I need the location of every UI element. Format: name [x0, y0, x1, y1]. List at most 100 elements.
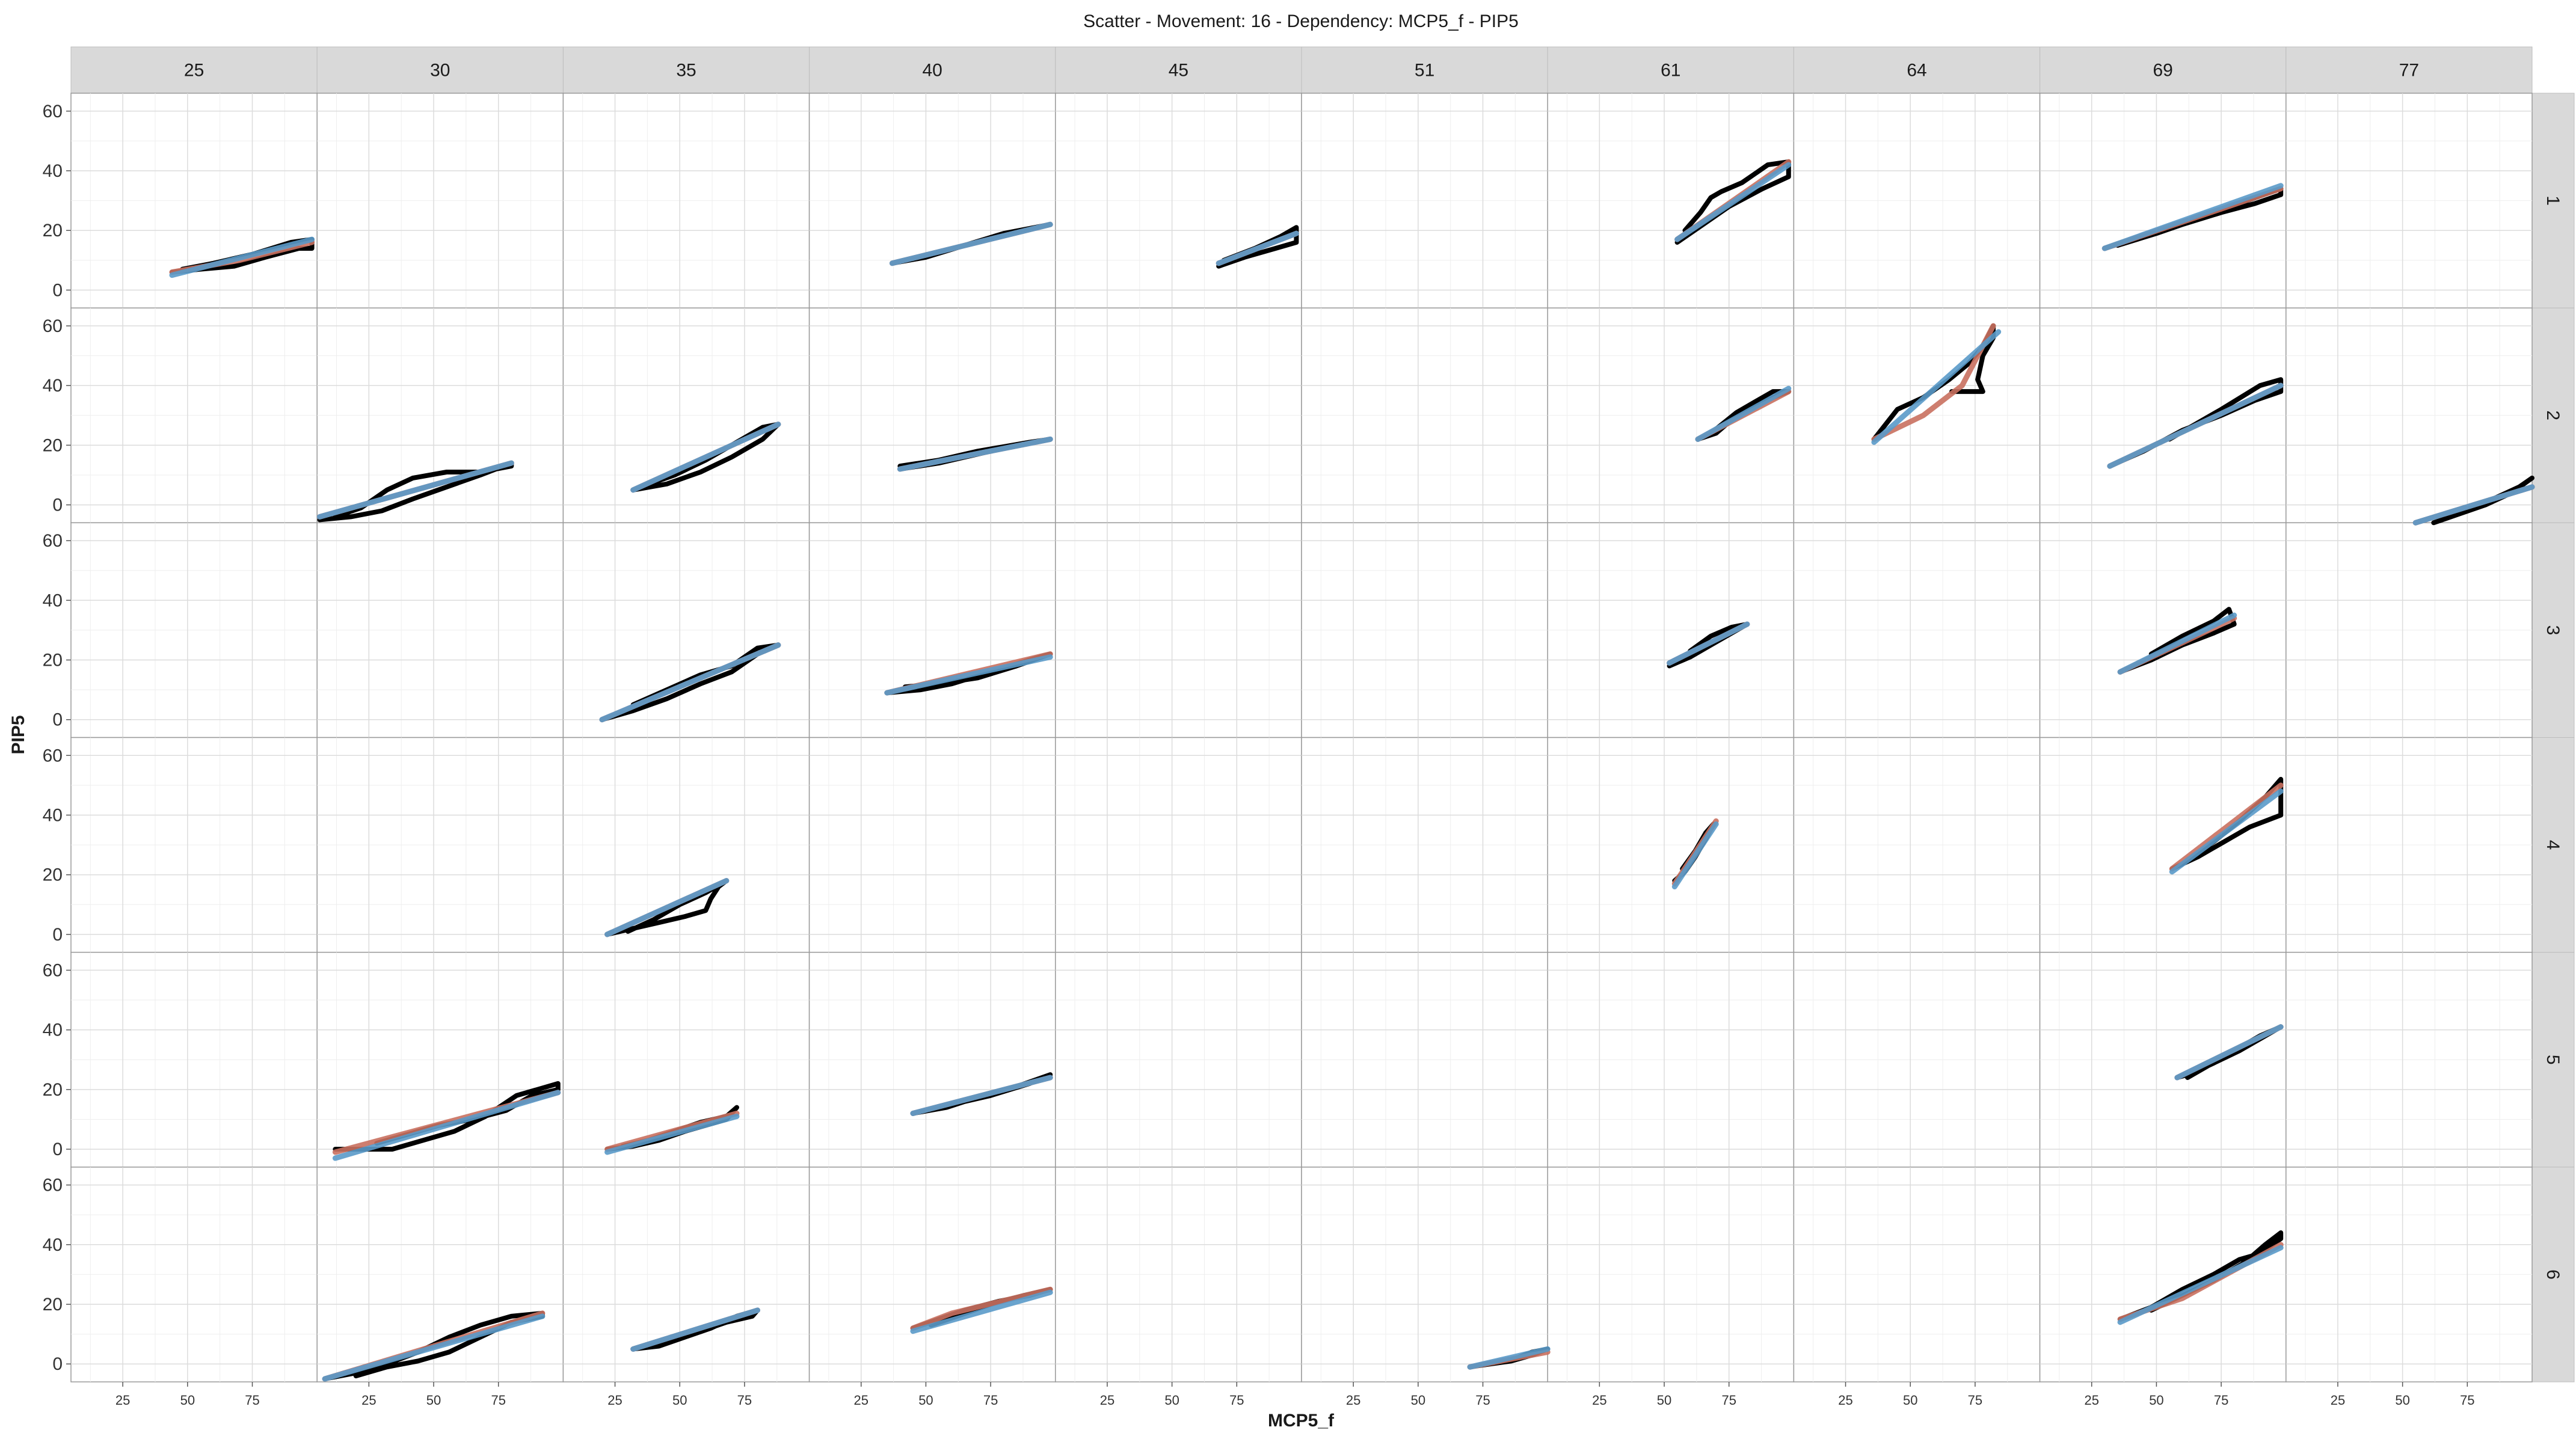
y-tick-label: 0	[52, 1354, 63, 1374]
facet-strip-col-label: 45	[1169, 61, 1188, 81]
fit-line-blue	[604, 878, 730, 937]
panel-series-group	[604, 878, 730, 937]
panel-series-group	[2412, 475, 2535, 526]
panel-series-group	[910, 1072, 1053, 1116]
y-tick-label: 60	[43, 746, 63, 765]
facet-strip-col-label: 69	[2153, 61, 2173, 81]
facet-strip-row-label: 4	[2543, 840, 2563, 850]
facet-strip-col	[809, 46, 1056, 94]
facet-strip-row-label: 3	[2543, 625, 2563, 636]
x-tick-label: 75	[1968, 1393, 1982, 1408]
x-tick-label: 25	[1100, 1393, 1114, 1408]
fit-line-blue	[2117, 612, 2237, 675]
x-tick-label: 50	[1657, 1393, 1671, 1408]
y-tick-label: 40	[43, 1235, 63, 1255]
y-tick-label: 40	[43, 591, 63, 610]
facet-strip-col-label: 35	[676, 61, 696, 81]
panel-series-group	[169, 236, 315, 278]
y-tick-label: 20	[43, 1295, 63, 1315]
panel-series-group	[1871, 323, 2002, 445]
x-tick-label: 50	[2395, 1393, 2409, 1408]
panel-series-group	[599, 642, 781, 723]
fit-line-blue	[169, 236, 315, 278]
fit-line-blue	[1695, 385, 1792, 442]
fit-line-blue	[897, 436, 1053, 472]
x-tick-label: 75	[737, 1393, 752, 1408]
facet-strip-col	[316, 46, 564, 94]
facet-strip-col	[1055, 46, 1302, 94]
y-tick-label: 60	[43, 1176, 63, 1195]
chart-title: Scatter - Movement: 16 - Dependency: MCP…	[1083, 11, 1519, 31]
fit-line-blue	[2101, 183, 2284, 251]
x-tick-label: 25	[361, 1393, 376, 1408]
facet-strip-col-label: 25	[184, 61, 204, 81]
facet-strip-col	[70, 46, 318, 94]
x-tick-label: 50	[180, 1393, 195, 1408]
x-tick-label: 25	[1346, 1393, 1360, 1408]
panel-series-group	[2117, 1230, 2284, 1325]
fit-line-blue	[317, 460, 514, 520]
x-tick-label: 75	[1475, 1393, 1490, 1408]
x-tick-label: 25	[1838, 1393, 1852, 1408]
x-tick-label: 50	[672, 1393, 687, 1408]
fit-line-blue	[1216, 230, 1299, 266]
x-axis-label: MCP5_f	[1268, 1411, 1335, 1431]
fit-line-blue	[2412, 484, 2535, 526]
fit-line-blue	[1871, 329, 2002, 445]
x-tick-label: 75	[245, 1393, 259, 1408]
fit-line-blue	[889, 221, 1053, 266]
fit-line-blue	[2174, 1024, 2284, 1081]
y-tick-label: 0	[52, 710, 63, 730]
fit-line-blue	[2117, 1245, 2284, 1325]
y-tick-label: 0	[52, 925, 63, 945]
panel-series-group	[2107, 377, 2284, 469]
facet-strip-col	[562, 46, 810, 94]
facet-strip-col	[1793, 46, 2041, 94]
panel-series-group	[317, 460, 514, 523]
facet-strip-row-label: 1	[2543, 195, 2563, 206]
x-tick-label: 25	[607, 1393, 622, 1408]
fit-line-blue	[1671, 821, 1719, 889]
x-tick-label: 75	[2214, 1393, 2228, 1408]
panel-series-group	[2101, 183, 2284, 251]
panel-series-group	[2174, 1024, 2284, 1081]
x-tick-label: 25	[2331, 1393, 2345, 1408]
panel-series-group	[1667, 621, 1750, 669]
fit-line-blue	[630, 1307, 760, 1352]
fit-line-red	[2169, 782, 2284, 872]
panel-series-group	[889, 221, 1053, 266]
facet-strip-row	[2531, 307, 2575, 523]
facet-strip-col-label: 51	[1415, 61, 1434, 81]
facet-strip-col-label: 40	[923, 61, 942, 81]
x-tick-label: 50	[1411, 1393, 1425, 1408]
panel-series-group	[910, 1286, 1053, 1334]
fit-line-blue	[599, 642, 781, 723]
fit-line-blue	[332, 1090, 561, 1161]
y-tick-label: 20	[43, 435, 63, 455]
panel-series-group	[1695, 385, 1792, 442]
y-tick-label: 20	[43, 651, 63, 670]
x-tick-label: 50	[1903, 1393, 1917, 1408]
fit-line-blue	[1467, 1346, 1551, 1370]
panel-series-group	[1674, 159, 1792, 245]
panel-series-group	[332, 1081, 561, 1161]
facet-strip-col	[2286, 46, 2533, 94]
x-tick-label: 50	[2149, 1393, 2163, 1408]
x-tick-label: 75	[983, 1393, 998, 1408]
facet-strip-row	[2531, 952, 2575, 1168]
fit-line-blue	[2107, 382, 2284, 469]
y-tick-label: 40	[43, 161, 63, 181]
y-tick-label: 20	[43, 865, 63, 885]
fit-line-red	[1871, 323, 1996, 442]
y-tick-label: 40	[43, 376, 63, 396]
fit-line-blue	[322, 1313, 546, 1382]
x-tick-label: 25	[2085, 1393, 2099, 1408]
facet-strip-row	[2531, 522, 2575, 738]
y-tick-label: 20	[43, 1080, 63, 1100]
panel-series-group	[884, 651, 1053, 696]
x-tick-label: 75	[491, 1393, 505, 1408]
x-tick-label: 75	[2460, 1393, 2474, 1408]
data-trace	[604, 878, 729, 937]
